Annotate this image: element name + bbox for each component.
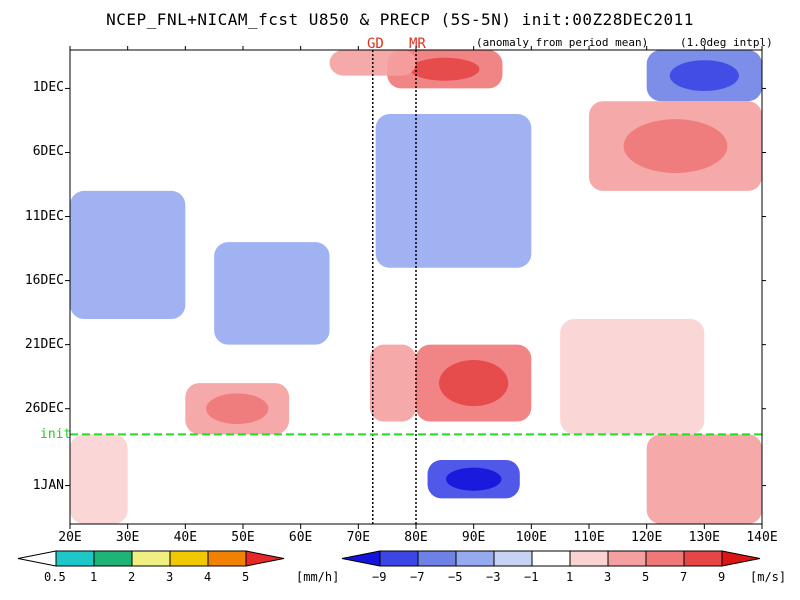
u850-anomaly-region xyxy=(560,319,705,435)
u850-anomaly-core xyxy=(623,119,728,173)
precip-colorbar-cell xyxy=(93,550,133,567)
x-tick-label: 70E xyxy=(346,530,371,545)
u850-anomaly-region xyxy=(375,114,532,268)
precip-colorbar-cell xyxy=(131,550,171,567)
interp-note: (1.0deg intpl) xyxy=(680,36,773,49)
u850-colorbar-label: −5 xyxy=(448,570,463,584)
y-tick-label: 26DEC xyxy=(24,400,64,416)
precip-colorbar-label: 1 xyxy=(90,570,98,584)
marker-label-mr: MR xyxy=(409,36,426,52)
y-tick-label: 21DEC xyxy=(24,336,64,352)
precip-colorbar-label: 4 xyxy=(204,570,212,584)
u850-unit-label: [m/s] xyxy=(750,570,787,584)
x-tick-label: 60E xyxy=(288,530,313,545)
u850-colorbar-label: 5 xyxy=(642,570,650,584)
x-tick-label: 40E xyxy=(173,530,198,545)
u850-colorbar-cell xyxy=(379,550,419,567)
u850-colorbar-cell xyxy=(417,550,457,567)
u850-anomaly-core xyxy=(439,360,509,407)
u850-anomaly-core xyxy=(410,57,480,81)
precip-colorbar-label: 3 xyxy=(166,570,174,584)
x-tick-label: 50E xyxy=(231,530,255,545)
u850-anomaly-core xyxy=(669,60,739,91)
y-tick-label: 6DEC xyxy=(32,144,64,160)
u850-colorbar-cell xyxy=(493,550,533,567)
x-tick-label: 20E xyxy=(58,530,82,545)
u850-colorbar-label: −9 xyxy=(372,570,387,584)
u850-colorbar-label: −1 xyxy=(524,570,539,584)
precip-colorbar-label: 5 xyxy=(242,570,250,584)
marker-label-gd: GD xyxy=(367,36,384,52)
precip-colorbar-cell xyxy=(55,550,95,567)
anomaly-note: (anomaly from period mean) xyxy=(476,36,649,49)
precip-colorbar-label: 2 xyxy=(128,570,136,584)
init-label: init xyxy=(40,427,72,442)
u850-colorbar-label: 3 xyxy=(604,570,612,584)
u850-colorbar-label: −7 xyxy=(410,570,425,584)
u850-colorbar-label: −3 xyxy=(486,570,501,584)
x-tick-label: 100E xyxy=(515,530,547,545)
chart-title: NCEP_FNL+NICAM_fcst U850 & PRECP (5S-5N)… xyxy=(106,10,694,29)
u850-colorbar-label: 7 xyxy=(680,570,688,584)
precip-colorbar-label: 0.5 xyxy=(44,570,66,584)
y-tick-label: 1DEC xyxy=(32,80,64,96)
u850-colorbar-cell xyxy=(683,550,723,567)
y-tick-label: 1JAN xyxy=(32,477,64,493)
u850-colorbar-cell xyxy=(341,550,381,567)
u850-colorbar-label: 9 xyxy=(718,570,726,584)
u850-colorbar-label: 1 xyxy=(566,570,574,584)
u850-colorbar-cell xyxy=(607,550,647,567)
x-tick-label: 140E xyxy=(746,530,778,545)
u850-colorbar-cell xyxy=(569,550,609,567)
x-tick-label: 110E xyxy=(573,530,605,545)
x-tick-label: 30E xyxy=(115,530,140,545)
u850-anomaly-region xyxy=(70,434,128,524)
x-tick-label: 130E xyxy=(688,530,720,545)
precip-colorbar-cell xyxy=(169,550,209,567)
u850-anomaly-region xyxy=(214,242,330,345)
x-tick-label: 120E xyxy=(631,530,663,545)
u850-anomaly-region xyxy=(70,190,186,320)
u850-anomaly-region xyxy=(369,344,416,422)
precip-colorbar-cell xyxy=(245,550,285,567)
y-tick-label: 11DEC xyxy=(24,208,64,224)
u850-anomaly-core xyxy=(445,467,502,491)
x-tick-label: 80E xyxy=(404,530,428,545)
u850-colorbar-cell xyxy=(531,550,571,567)
precip-colorbar-cell xyxy=(17,550,57,567)
precip-unit-label: [mm/h] xyxy=(296,570,340,584)
u850-anomaly-region xyxy=(646,434,762,524)
precip-colorbar-cell xyxy=(207,550,247,567)
u850-colorbar-cell xyxy=(455,550,495,567)
u850-anomaly-core xyxy=(206,393,269,425)
x-tick-label: 90E xyxy=(461,530,486,545)
u850-colorbar-cell xyxy=(721,550,761,567)
y-tick-label: 16DEC xyxy=(24,272,64,288)
u850-colorbar-cell xyxy=(645,550,685,567)
